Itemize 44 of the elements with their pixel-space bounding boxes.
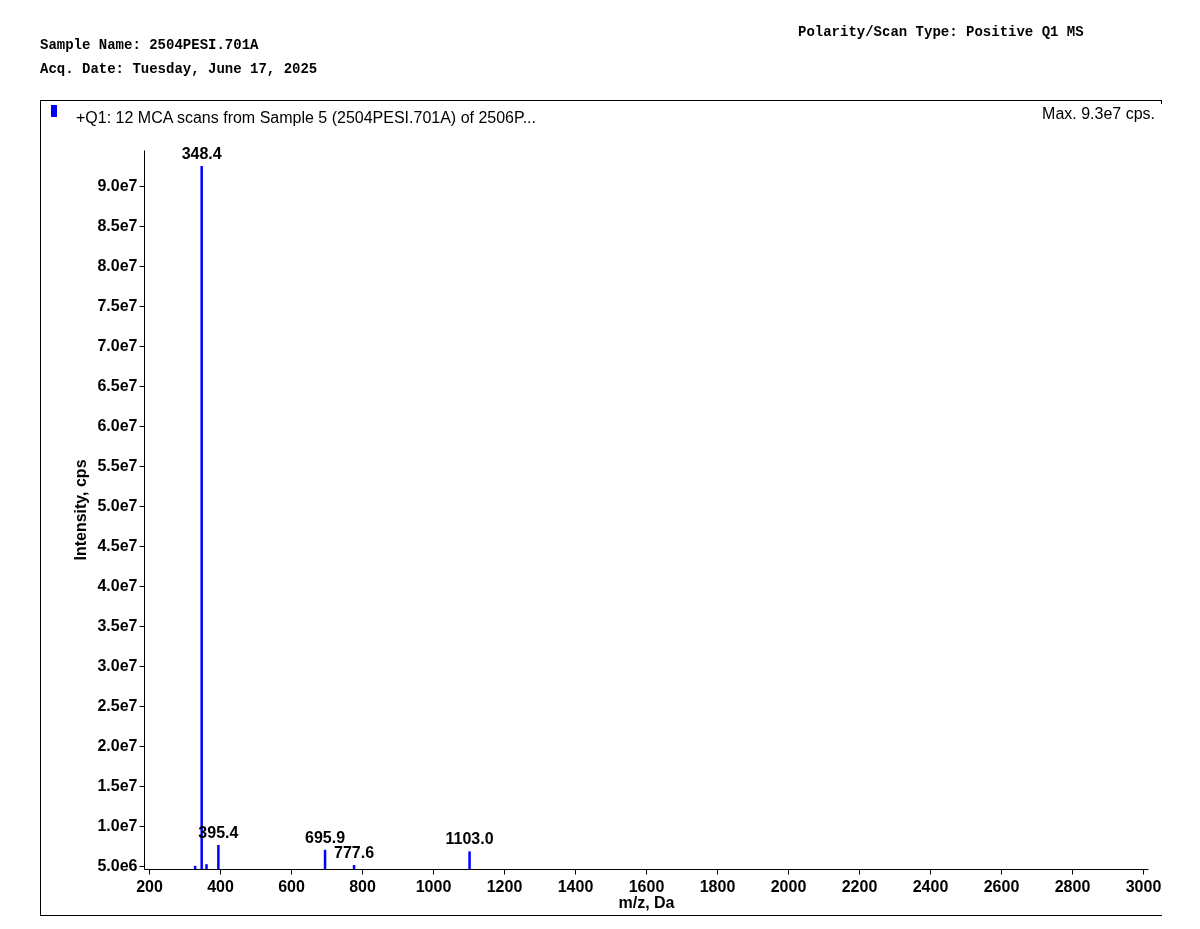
- y-tick-label: 6.0e7: [97, 417, 138, 435]
- y-tick-label: 1.5e7: [97, 777, 138, 795]
- chart-title: +Q1: 12 MCA scans from Sample 5 (2504PESI.701A) of 2506P...: [76, 109, 536, 126]
- y-tick-label: 5.0e7: [97, 497, 138, 515]
- y-tick-label: 4.0e7: [97, 577, 138, 595]
- x-axis-title: m/z, Da: [618, 893, 675, 911]
- x-tick-label: 800: [349, 877, 376, 895]
- y-tick-label: 7.0e7: [97, 337, 138, 355]
- y-tick-label: 5.5e7: [97, 457, 138, 475]
- x-tick-label: 1400: [557, 877, 594, 895]
- y-tick-label: 4.5e7: [97, 537, 138, 555]
- x-tick-label: 3000: [1125, 877, 1162, 895]
- x-tick-label: 600: [278, 877, 305, 895]
- text: Sample Name: 2504PESI.701A: [40, 37, 259, 53]
- y-tick-label: 2.5e7: [97, 697, 138, 715]
- x-tick-label: 2400: [912, 877, 949, 895]
- x-tick-label: 2600: [983, 877, 1020, 895]
- x-tick-label: 400: [207, 877, 234, 895]
- y-tick-label: 8.0e7: [97, 257, 138, 275]
- y-tick-label: 8.5e7: [97, 217, 138, 235]
- annotation: 1103.0: [445, 830, 494, 848]
- y-tick-label: 1.0e7: [97, 817, 138, 835]
- annotation: 777.6: [334, 844, 375, 861]
- x-tick-label: 1800: [699, 877, 736, 895]
- text: Max. 9.3e7 cps.: [1042, 105, 1155, 123]
- x-tick-label: 2000: [770, 877, 807, 895]
- x-tick-label: 1000: [415, 877, 452, 895]
- x-tick-label: 2200: [841, 877, 878, 895]
- y-axis-title: Intensity, cps: [72, 459, 90, 561]
- text: Acq. Date: Tuesday, June 17, 2025: [40, 61, 318, 77]
- annotation: 348.4: [181, 145, 222, 162]
- y-tick-label: 2.0e7: [97, 737, 138, 755]
- y-tick-label: 6.5e7: [97, 377, 138, 395]
- x-tick-label: 2800: [1054, 877, 1091, 895]
- annotation: 695.9: [305, 828, 346, 846]
- text: Polarity/Scan Type: Positive Q1 MS: [798, 24, 1084, 40]
- x-tick-label: 1200: [486, 877, 523, 895]
- y-tick-label: 7.5e7: [97, 297, 138, 315]
- y-tick-label: 9.0e7: [97, 177, 138, 195]
- x-tick-label: 1600: [628, 877, 665, 895]
- y-tick-label: 5.0e6: [97, 857, 138, 875]
- x-tick-label: 200: [136, 877, 163, 895]
- y-tick-label: 3.0e7: [97, 657, 138, 675]
- y-tick-label: 3.5e7: [97, 617, 138, 635]
